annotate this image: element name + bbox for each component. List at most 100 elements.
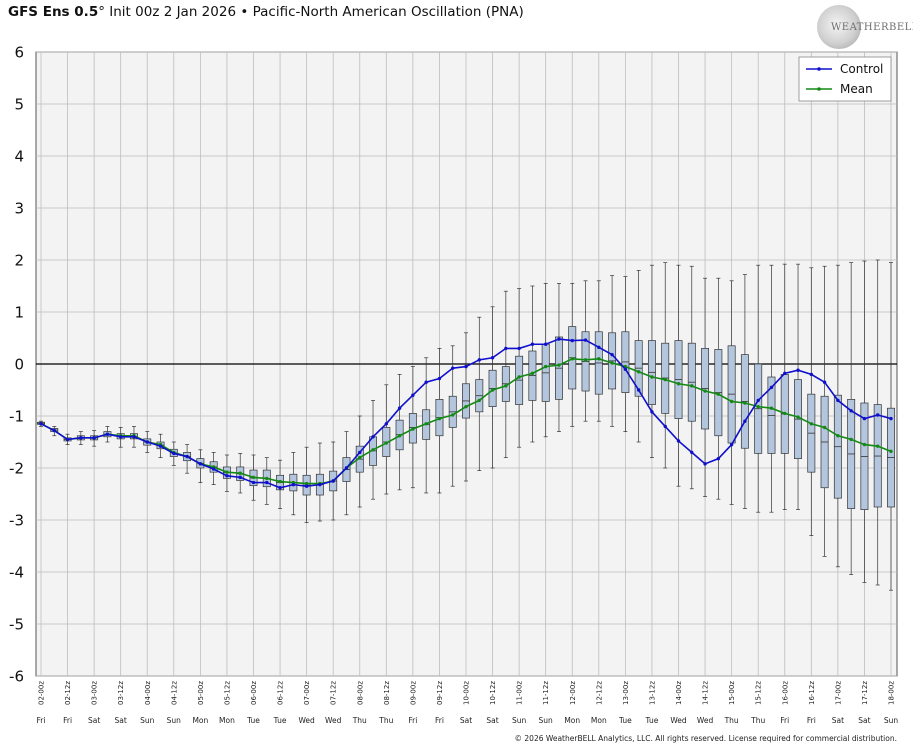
day-label: Fri (780, 716, 789, 725)
day-label: Sat (832, 716, 844, 725)
x-tick-label: 17-12z (861, 681, 869, 705)
mean-point (716, 392, 721, 396)
mean-point (836, 434, 840, 438)
day-label: Tue (618, 716, 632, 725)
mean-point (437, 416, 442, 421)
y-tick-label: 6 (14, 44, 24, 62)
control-point (876, 413, 880, 417)
control-point (464, 364, 468, 369)
mean-point (517, 375, 521, 379)
mean-point (862, 442, 867, 447)
day-label: Sun (539, 716, 554, 725)
day-label: Wed (298, 716, 315, 725)
day-label: Wed (697, 716, 714, 725)
model-name: GFS Ens 0.5 (8, 4, 99, 20)
control-point (211, 467, 216, 471)
control-point (690, 450, 694, 455)
y-tick-label: 3 (14, 200, 24, 218)
control-point (504, 346, 508, 351)
control-point (198, 462, 203, 466)
mean-point (411, 427, 415, 431)
day-label: Thu (378, 716, 393, 725)
mean-point (451, 413, 455, 417)
mean-point (822, 425, 827, 430)
day-label: Wed (325, 716, 342, 725)
mean-point (690, 384, 694, 388)
mean-point (225, 470, 229, 474)
control-point (743, 419, 747, 423)
x-tick-label: 18-00z (888, 681, 896, 705)
day-label: Mon (192, 716, 208, 725)
control-point (783, 371, 787, 376)
control-point (610, 352, 614, 357)
y-axis: 6 5 4 3 2 1 0 -1 -2 -3 -4 -5 -6 (9, 44, 24, 686)
chart-title: Pacific-North American Oscillation (PNA) (252, 4, 524, 20)
x-tick-label: 09-12z (436, 681, 444, 705)
control-point (291, 482, 296, 487)
mean-point (663, 377, 667, 382)
mean-point (703, 389, 707, 393)
x-tick-label: 06-00z (250, 681, 258, 705)
x-axis: 02-00z Fri 02-12z Fri 03-00z Sat 03-12z Sat 04-0… (37, 681, 899, 725)
control-point (451, 366, 455, 370)
control-point (477, 358, 481, 362)
mean-point (676, 382, 681, 386)
control-point (623, 367, 628, 371)
y-tick-label: -3 (9, 512, 24, 530)
x-tick-label: 16-12z (808, 681, 816, 705)
control-point (185, 454, 189, 459)
day-label: Thu (750, 716, 765, 725)
x-tick-label: 17-00z (834, 681, 842, 705)
control-point (437, 376, 442, 381)
control-point (836, 398, 840, 403)
control-point (79, 436, 83, 440)
x-tick-label: 02-12z (64, 681, 72, 705)
control-point (39, 422, 43, 426)
control-point (411, 393, 415, 397)
mean-point (889, 449, 893, 454)
mean-point (636, 370, 641, 374)
control-point (530, 342, 535, 346)
x-tick-label: 15-12z (755, 681, 763, 705)
control-point (756, 398, 760, 403)
mean-point (557, 363, 561, 367)
x-tick-label: 04-12z (170, 681, 178, 705)
control-point (225, 474, 229, 478)
legend-mean-label: Mean (840, 82, 873, 96)
mean-point (756, 404, 760, 409)
mean-point (371, 448, 375, 452)
control-point (424, 380, 428, 384)
logo-brand: WEATHERBELL (831, 22, 913, 33)
control-point (65, 437, 70, 442)
chart-header: GFS Ens 0.5° Init 00z 2 Jan 2026 • Pacif… (8, 4, 524, 20)
legend-mean-marker (817, 87, 821, 91)
legend-control-marker (817, 67, 821, 71)
control-point (118, 435, 123, 439)
x-tick-label: 06-12z (277, 681, 285, 705)
y-tick-label: -4 (9, 564, 24, 582)
mean-point (849, 437, 853, 442)
y-tick-label: 1 (14, 304, 24, 322)
mean-point (543, 364, 548, 369)
control-point (663, 424, 667, 429)
day-label: Mon (591, 716, 607, 725)
mean-point (729, 399, 734, 404)
y-tick-label: 2 (14, 252, 24, 270)
day-label: Sat (460, 716, 472, 725)
control-point (251, 480, 256, 485)
degree-symbol: ° (98, 4, 105, 20)
mean-point (743, 401, 747, 405)
x-tick-label: 07-00z (303, 681, 311, 705)
control-point (703, 462, 707, 466)
day-label: Sun (167, 716, 182, 725)
control-point (583, 338, 588, 342)
mean-point (769, 406, 774, 410)
control-point (597, 345, 601, 350)
day-label: Fri (408, 716, 417, 725)
day-label: Thu (352, 716, 367, 725)
whiskers (39, 259, 893, 591)
mean-point (278, 479, 282, 484)
control-point (769, 385, 774, 390)
control-point (158, 444, 163, 448)
